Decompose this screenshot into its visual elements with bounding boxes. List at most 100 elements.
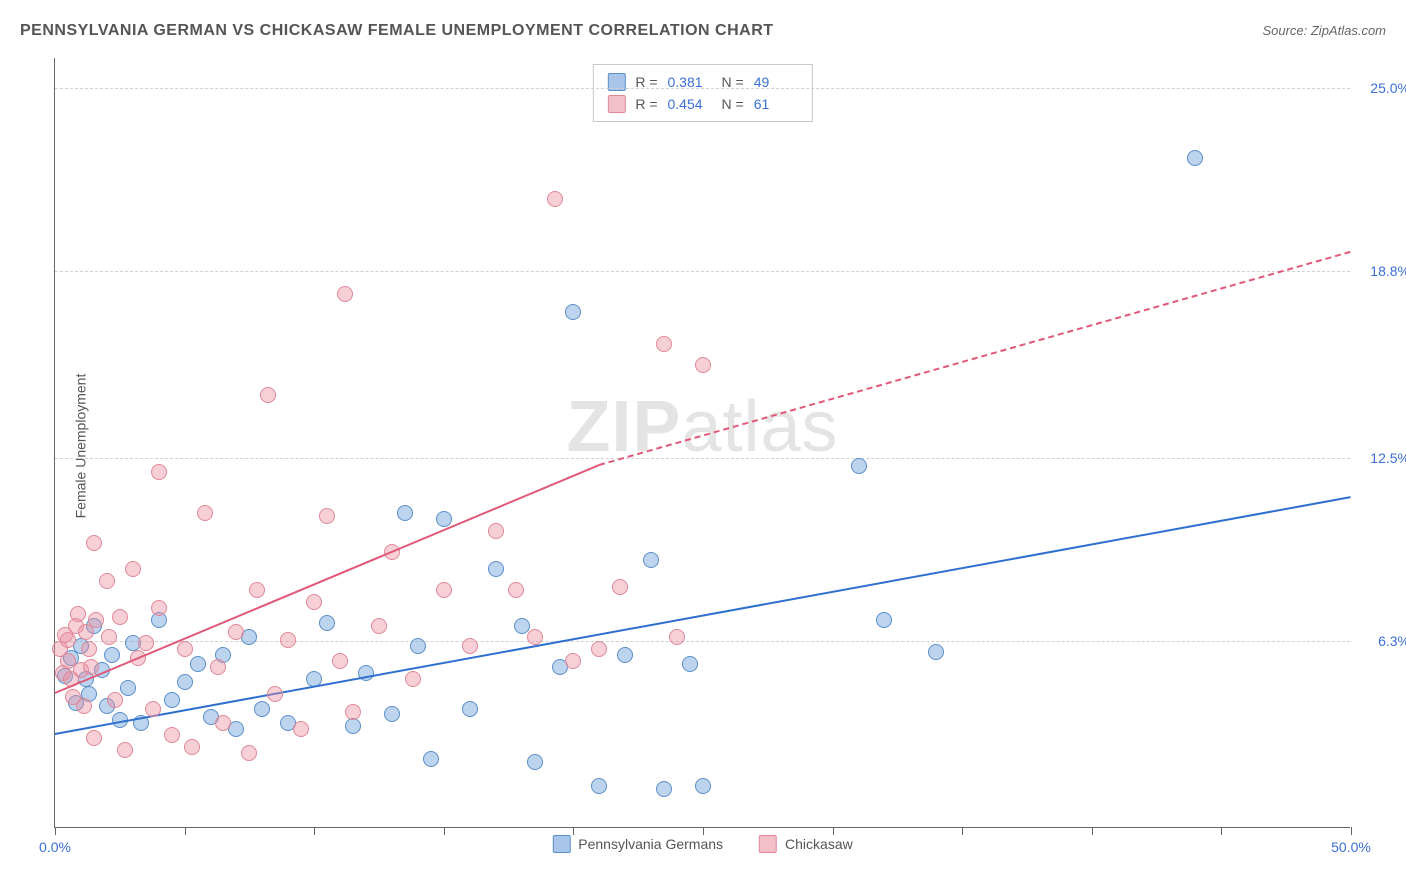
data-point [436, 511, 452, 527]
legend-swatch [759, 835, 777, 853]
data-point [547, 191, 563, 207]
stat-r-label: R = [635, 71, 657, 93]
data-point [293, 721, 309, 737]
data-point [138, 635, 154, 651]
data-point [612, 579, 628, 595]
trend-line [55, 496, 1351, 735]
chart-title: PENNSYLVANIA GERMAN VS CHICKASAW FEMALE … [20, 22, 774, 40]
data-point [405, 671, 421, 687]
x-tick [1221, 827, 1222, 835]
data-point [462, 701, 478, 717]
x-tick [703, 827, 704, 835]
legend-swatch [552, 835, 570, 853]
gridline [55, 458, 1350, 459]
data-point [1187, 150, 1203, 166]
data-point [184, 739, 200, 755]
data-point [488, 561, 504, 577]
data-point [617, 647, 633, 663]
y-tick-label: 6.3% [1356, 633, 1406, 649]
stat-n-label: N = [722, 71, 744, 93]
x-tick [314, 827, 315, 835]
data-point [177, 674, 193, 690]
data-point [656, 336, 672, 352]
data-point [120, 680, 136, 696]
data-point [249, 582, 265, 598]
data-point [112, 609, 128, 625]
legend-bottom: Pennsylvania Germans Chickasaw [552, 835, 852, 853]
data-point [695, 778, 711, 794]
data-point [332, 653, 348, 669]
watermark-light: atlas [681, 387, 838, 467]
data-point [345, 718, 361, 734]
x-tick [1351, 827, 1352, 835]
stat-n-value: 49 [754, 71, 798, 93]
data-point [83, 659, 99, 675]
data-point [384, 706, 400, 722]
gridline [55, 271, 1350, 272]
data-point [876, 612, 892, 628]
plot-area: ZIPatlas R =0.381N =49R =0.454N =61 Penn… [54, 58, 1350, 828]
data-point [70, 606, 86, 622]
data-point [345, 704, 361, 720]
data-point [60, 632, 76, 648]
data-point [228, 624, 244, 640]
data-point [190, 656, 206, 672]
stat-n-value: 61 [754, 93, 798, 115]
watermark: ZIPatlas [566, 386, 838, 468]
data-point [267, 686, 283, 702]
x-tick [833, 827, 834, 835]
data-point [151, 464, 167, 480]
x-tick [962, 827, 963, 835]
data-point [565, 304, 581, 320]
data-point [397, 505, 413, 521]
trend-line [55, 464, 600, 694]
data-point [197, 505, 213, 521]
watermark-bold: ZIP [566, 387, 681, 467]
data-point [76, 698, 92, 714]
data-point [210, 659, 226, 675]
legend-label: Pennsylvania Germans [578, 836, 723, 852]
legend-label: Chickasaw [785, 836, 853, 852]
data-point [436, 582, 452, 598]
x-tick [444, 827, 445, 835]
data-point [423, 751, 439, 767]
x-tick [185, 827, 186, 835]
data-point [319, 615, 335, 631]
data-point [656, 781, 672, 797]
stat-r-value: 0.381 [668, 71, 712, 93]
data-point [86, 535, 102, 551]
data-point [508, 582, 524, 598]
data-point [254, 701, 270, 717]
y-tick-label: 18.8% [1356, 263, 1406, 279]
data-point [306, 594, 322, 610]
legend-item: Pennsylvania Germans [552, 835, 723, 853]
data-point [682, 656, 698, 672]
data-point [260, 387, 276, 403]
data-point [241, 745, 257, 761]
stat-r-value: 0.454 [668, 93, 712, 115]
data-point [99, 573, 115, 589]
data-point [565, 653, 581, 669]
chart-header: PENNSYLVANIA GERMAN VS CHICKASAW FEMALE … [20, 22, 1386, 40]
data-point [86, 730, 102, 746]
data-point [164, 727, 180, 743]
data-point [462, 638, 478, 654]
data-point [591, 641, 607, 657]
data-point [643, 552, 659, 568]
data-point [591, 778, 607, 794]
data-point [527, 629, 543, 645]
data-point [280, 632, 296, 648]
trend-line [599, 251, 1351, 466]
x-tick [1092, 827, 1093, 835]
data-point [107, 692, 123, 708]
data-point [145, 701, 161, 717]
data-point [177, 641, 193, 657]
x-tick-label: 0.0% [39, 839, 71, 855]
legend-swatch [607, 95, 625, 113]
y-tick-label: 12.5% [1356, 450, 1406, 466]
data-point [928, 644, 944, 660]
data-point [215, 715, 231, 731]
source-label: Source: ZipAtlas.com [1262, 23, 1386, 38]
stats-row: R = 0.381 N = 49 [607, 71, 797, 93]
data-point [81, 641, 97, 657]
